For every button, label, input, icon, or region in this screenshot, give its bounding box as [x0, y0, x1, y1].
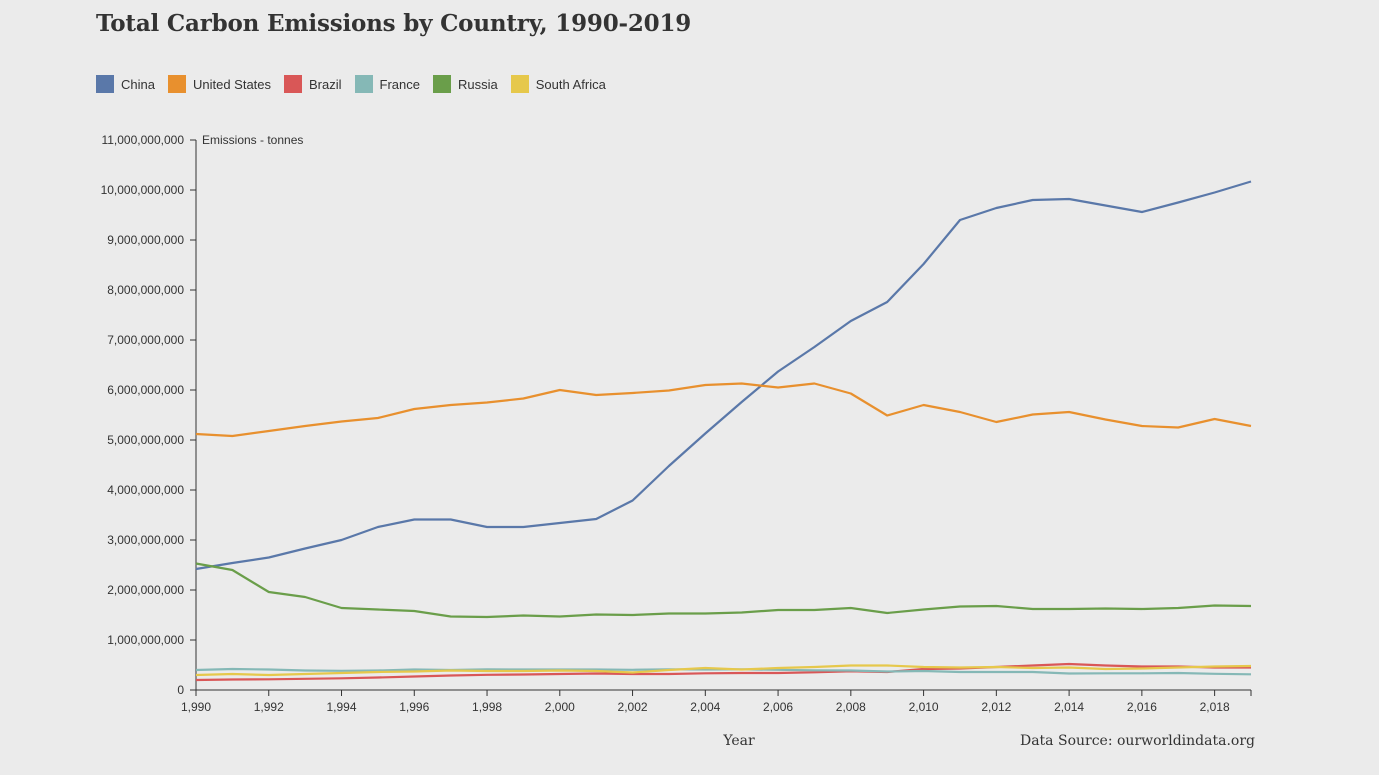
series-line-south-africa — [195, 664, 1252, 677]
series-line-russia — [195, 562, 1252, 619]
legend-item-china[interactable]: China — [96, 75, 155, 93]
legend-label-brazil: Brazil — [309, 76, 342, 92]
y-tick-label: 6,000,000,000 — [107, 383, 184, 397]
y-tick-label: 8,000,000,000 — [107, 283, 184, 297]
x-axis-label: Year — [722, 733, 755, 749]
legend-item-russia[interactable]: Russia — [433, 75, 498, 93]
x-tick-label: 2,014 — [1054, 700, 1084, 714]
legend-item-france[interactable]: France — [354, 75, 420, 93]
x-tick-label: 2,016 — [1127, 700, 1157, 714]
y-tick-label: 2,000,000,000 — [107, 583, 184, 597]
chart-title: Total Carbon Emissions by Country, 1990-… — [96, 10, 692, 37]
legend-item-united-states[interactable]: United States — [167, 75, 272, 93]
y-tick-label: 5,000,000,000 — [107, 433, 184, 447]
x-tick-label: 2,004 — [690, 700, 720, 714]
x-tick-label: 2,012 — [981, 700, 1011, 714]
legend-item-south-africa[interactable]: South Africa — [510, 75, 606, 93]
x-tick-label: 1,996 — [399, 700, 429, 714]
x-tick-label: 1,998 — [472, 700, 502, 714]
y-axis-label: Emissions - tonnes — [202, 133, 303, 147]
y-tick-label: 9,000,000,000 — [107, 233, 184, 247]
x-tick-label: 2,006 — [763, 700, 793, 714]
legend-item-brazil[interactable]: Brazil — [284, 75, 342, 93]
chart-legend: China United States Brazil France Russia… — [96, 75, 619, 93]
legend-label-russia: Russia — [458, 76, 498, 92]
y-tick-label: 4,000,000,000 — [107, 483, 184, 497]
legend-swatch-brazil — [284, 75, 303, 93]
legend-label-france: France — [379, 76, 420, 92]
y-tick-label: 3,000,000,000 — [107, 533, 184, 547]
series-line-brazil — [195, 662, 1251, 682]
x-tick-label: 2,000 — [545, 700, 575, 714]
x-tick-label: 2,010 — [909, 700, 939, 714]
legend-swatch-united-states — [167, 75, 186, 93]
x-tick-label: 1,994 — [327, 700, 357, 714]
legend-label-china: China — [121, 76, 155, 92]
y-tick-label: 7,000,000,000 — [107, 333, 184, 347]
legend-label-south-africa: South Africa — [535, 76, 606, 92]
data-source-note: Data Source: ourworldindata.org — [1020, 733, 1255, 749]
x-tick-label: 2,008 — [836, 700, 866, 714]
series-line-china — [195, 180, 1252, 571]
x-tick-label: 1,992 — [254, 700, 284, 714]
series-line-united-states — [195, 382, 1252, 438]
x-tick-label: 2,018 — [1200, 700, 1230, 714]
legend-swatch-south-africa — [510, 75, 529, 93]
x-tick-label: 2,002 — [618, 700, 648, 714]
y-tick-label: 0 — [177, 683, 184, 697]
legend-swatch-china — [96, 75, 114, 93]
legend-swatch-russia — [433, 75, 451, 93]
y-tick-label: 1,000,000,000 — [107, 633, 184, 647]
y-tick-label: 10,000,000,000 — [101, 183, 185, 197]
legend-label-united-states: United States — [192, 76, 272, 92]
y-tick-label: 11,000,000,000 — [101, 133, 184, 147]
legend-swatch-france — [354, 75, 373, 93]
x-tick-label: 1,990 — [181, 700, 211, 714]
